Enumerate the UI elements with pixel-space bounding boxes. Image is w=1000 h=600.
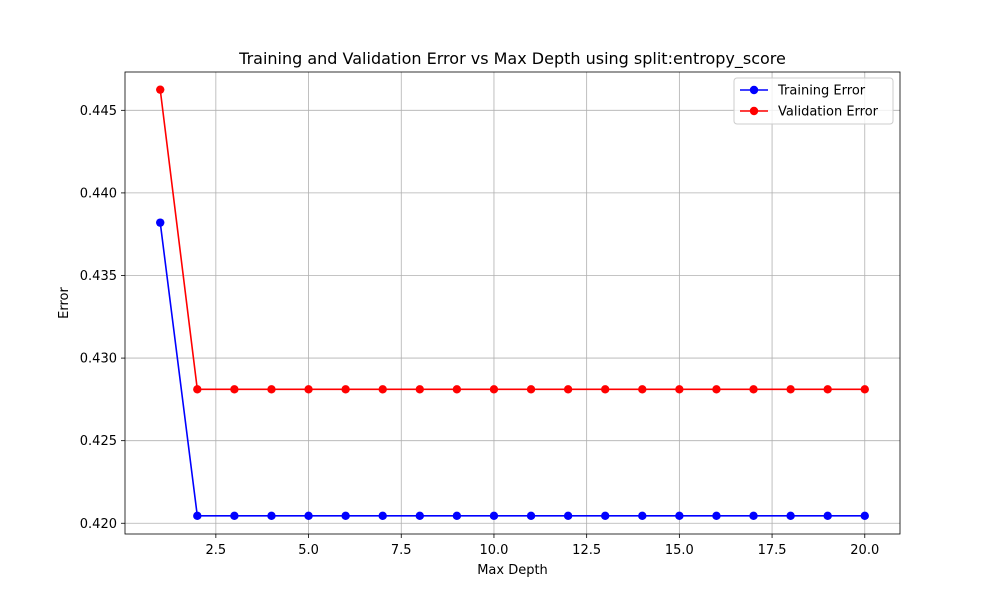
grid-lines [125, 72, 900, 534]
y-tick-label: 0.440 [80, 186, 117, 201]
data-point-validation-error [638, 385, 647, 394]
data-series [156, 85, 869, 521]
legend-label-validation-error: Validation Error [778, 105, 879, 120]
data-point-training-error [156, 218, 165, 227]
data-point-validation-error [749, 385, 758, 394]
data-point-validation-error [230, 385, 239, 394]
data-point-validation-error [489, 385, 499, 394]
data-point-validation-error [712, 385, 721, 394]
data-point-validation-error [675, 385, 684, 394]
y-tick-label: 0.420 [80, 517, 117, 532]
y-axis-label: Error [57, 287, 72, 319]
data-point-training-error [749, 511, 758, 521]
data-point-validation-error [601, 385, 610, 394]
series-line-training-error [159, 222, 865, 517]
y-tick-label: 0.430 [80, 352, 117, 367]
data-point-training-error [415, 511, 424, 521]
data-point-validation-error [193, 385, 202, 394]
x-tick-label: 7.5 [391, 543, 412, 558]
data-point-training-error [230, 511, 239, 521]
data-point-validation-error [526, 385, 536, 394]
data-point-validation-error [304, 385, 313, 394]
data-point-training-error [823, 511, 832, 521]
legend-box [733, 77, 894, 125]
data-point-validation-error [341, 385, 350, 394]
legend-label-training-error: Training Error [777, 84, 866, 99]
plot-area [125, 72, 900, 534]
legend-marker-training-error [749, 85, 759, 95]
data-point-training-error [601, 511, 610, 521]
data-point-training-error [378, 511, 387, 521]
data-point-training-error [304, 511, 313, 521]
data-point-validation-error [452, 385, 462, 394]
data-point-training-error [712, 511, 721, 521]
data-point-training-error [267, 511, 276, 521]
y-tick-label: 0.445 [80, 104, 117, 119]
data-point-validation-error [267, 385, 276, 394]
data-point-training-error [638, 511, 647, 521]
data-point-training-error [526, 511, 536, 521]
data-point-validation-error [786, 385, 795, 394]
x-tick-label: 5.0 [298, 543, 319, 558]
data-point-training-error [193, 511, 202, 521]
chart-title: Training and Validation Error vs Max Dep… [238, 49, 786, 69]
x-tick-label: 15.0 [665, 543, 694, 558]
data-point-validation-error [415, 385, 424, 394]
data-point-training-error [786, 511, 795, 521]
data-point-validation-error [823, 385, 832, 394]
data-point-training-error [860, 511, 869, 521]
legend: Training Error Validation Error [733, 77, 894, 125]
x-tick-label: 17.5 [758, 543, 787, 558]
x-tick-label: 10.0 [479, 543, 508, 558]
axes: 2.5 5.0 7.5 10.0 12.5 15.0 17.5 20.0 0.420 0.425 0… [80, 71, 901, 558]
data-point-validation-error [156, 85, 165, 94]
data-point-validation-error [563, 385, 573, 394]
data-point-training-error [452, 511, 462, 521]
data-point-validation-error [860, 385, 869, 394]
y-tick-label: 0.425 [80, 434, 117, 449]
y-tick-label: 0.435 [80, 269, 117, 284]
data-point-training-error [563, 511, 573, 521]
data-point-training-error [341, 511, 350, 521]
data-point-training-error [675, 511, 684, 521]
x-tick-label: 20.0 [850, 543, 879, 558]
x-tick-label: 2.5 [206, 543, 227, 558]
x-tick-label: 12.5 [572, 543, 601, 558]
data-point-training-error [489, 511, 499, 521]
x-axis-label: Max Depth [477, 563, 548, 578]
series-line-validation-error [159, 89, 865, 391]
data-point-validation-error [378, 385, 387, 394]
axes-frame [124, 71, 901, 535]
legend-marker-validation-error [749, 106, 759, 116]
